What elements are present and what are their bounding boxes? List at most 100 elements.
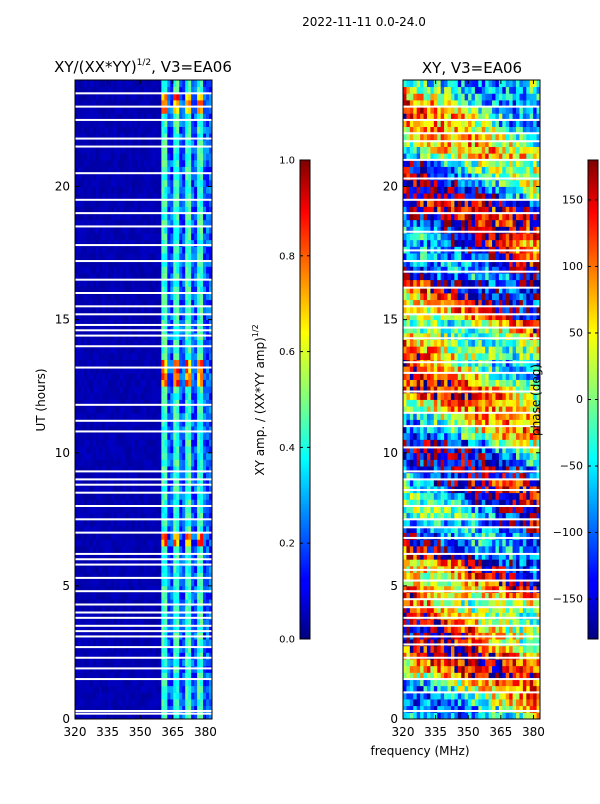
heatmap-cell <box>182 679 185 686</box>
heatmap-cell <box>167 373 170 380</box>
heatmap-cell <box>87 533 90 540</box>
heatmap-cell <box>138 433 141 440</box>
heatmap-cell <box>117 120 120 127</box>
heatmap-cell <box>185 439 188 446</box>
heatmap-cell <box>78 187 81 194</box>
heatmap-cell <box>78 173 81 180</box>
heatmap-cell <box>87 699 90 706</box>
heatmap-cell <box>448 659 452 666</box>
heatmap-cell <box>132 692 135 699</box>
heatmap-cell <box>75 226 78 233</box>
heatmap-cell <box>191 380 194 387</box>
heatmap-cell <box>194 433 197 440</box>
heatmap-cell <box>81 380 84 387</box>
phase-panel-title: XY, V3=EA06 <box>422 59 522 77</box>
heatmap-cell <box>75 233 78 240</box>
heatmap-cell <box>173 346 176 353</box>
heatmap-cell <box>96 413 99 420</box>
heatmap-cell <box>146 519 149 526</box>
heatmap-cell <box>179 439 182 446</box>
heatmap-cell <box>132 353 135 360</box>
heatmap-cell <box>102 659 105 666</box>
heatmap-cell <box>111 506 114 513</box>
heatmap-cell <box>403 699 407 706</box>
heatmap-cell <box>188 546 191 553</box>
heatmap-cell <box>185 566 188 573</box>
heatmap-cell <box>99 187 102 194</box>
heatmap-cell <box>188 293 191 300</box>
heatmap-cell <box>454 659 458 666</box>
heatmap-cell <box>158 433 161 440</box>
heatmap-cell <box>120 93 123 100</box>
colorbar-tick-label: 0.4 <box>279 443 295 454</box>
heatmap-cell <box>191 120 194 127</box>
heatmap-cell <box>126 93 129 100</box>
heatmap-cell <box>176 213 179 220</box>
heatmap-cell <box>182 153 185 160</box>
heatmap-cell <box>185 453 188 460</box>
heatmap-cell <box>81 679 84 686</box>
heatmap-cell <box>158 306 161 313</box>
heatmap-cell <box>138 679 141 686</box>
heatmap-cell <box>424 692 428 699</box>
heatmap-cell <box>120 353 123 360</box>
heatmap-cell <box>465 646 469 653</box>
heatmap-cell <box>135 579 138 586</box>
heatmap-cell <box>81 160 84 167</box>
heatmap-cell <box>81 393 84 400</box>
heatmap-cell <box>170 393 173 400</box>
heatmap-cell <box>117 226 120 233</box>
heatmap-cell <box>200 546 203 553</box>
heatmap-cell <box>206 519 209 526</box>
heatmap-cell <box>75 127 78 134</box>
heatmap-cell <box>90 80 93 87</box>
heatmap-cell <box>141 639 144 646</box>
heatmap-cell <box>176 413 179 420</box>
heatmap-cell <box>454 666 458 673</box>
heatmap-cell <box>102 519 105 526</box>
heatmap-cell <box>111 233 114 240</box>
heatmap-cell <box>102 373 105 380</box>
heatmap-cell <box>182 566 185 573</box>
heatmap-cell <box>173 127 176 134</box>
heatmap-cell <box>111 692 114 699</box>
amp-colorbar-label: XY amp. / (XX*YY amp)1/2 <box>251 324 267 475</box>
heatmap-cell <box>126 506 129 513</box>
heatmap-cell <box>90 539 93 546</box>
heatmap-cell <box>90 107 93 114</box>
heatmap-cell <box>200 266 203 273</box>
heatmap-cell <box>509 712 513 719</box>
heatmap-cell <box>102 546 105 553</box>
heatmap-cell <box>451 659 455 666</box>
heatmap-cell <box>185 346 188 353</box>
heatmap-cell <box>167 546 170 553</box>
heatmap-cell <box>403 666 407 673</box>
heatmap-cell <box>170 433 173 440</box>
heatmap-cell <box>141 306 144 313</box>
heatmap-cell <box>102 226 105 233</box>
heatmap-cell <box>176 200 179 207</box>
heatmap-cell <box>75 506 78 513</box>
heatmap-cell <box>108 253 111 260</box>
heatmap-cell <box>146 566 149 573</box>
flagged-gap <box>75 657 212 659</box>
heatmap-cell <box>448 692 452 699</box>
heatmap-cell <box>75 546 78 553</box>
heatmap-cell <box>132 406 135 413</box>
heatmap-cell <box>81 439 84 446</box>
heatmap-cell <box>146 107 149 114</box>
heatmap-cell <box>492 659 496 666</box>
heatmap-cell <box>102 686 105 693</box>
heatmap-cell <box>78 293 81 300</box>
heatmap-cell <box>129 446 132 453</box>
heatmap-cell <box>146 293 149 300</box>
heatmap-cell <box>111 306 114 313</box>
heatmap-cell <box>179 160 182 167</box>
heatmap-cell <box>185 120 188 127</box>
heatmap-cell <box>96 353 99 360</box>
heatmap-cell <box>105 373 108 380</box>
heatmap-cell <box>200 566 203 573</box>
heatmap-cell <box>135 413 138 420</box>
heatmap-cell <box>495 646 499 653</box>
heatmap-cell <box>164 566 167 573</box>
